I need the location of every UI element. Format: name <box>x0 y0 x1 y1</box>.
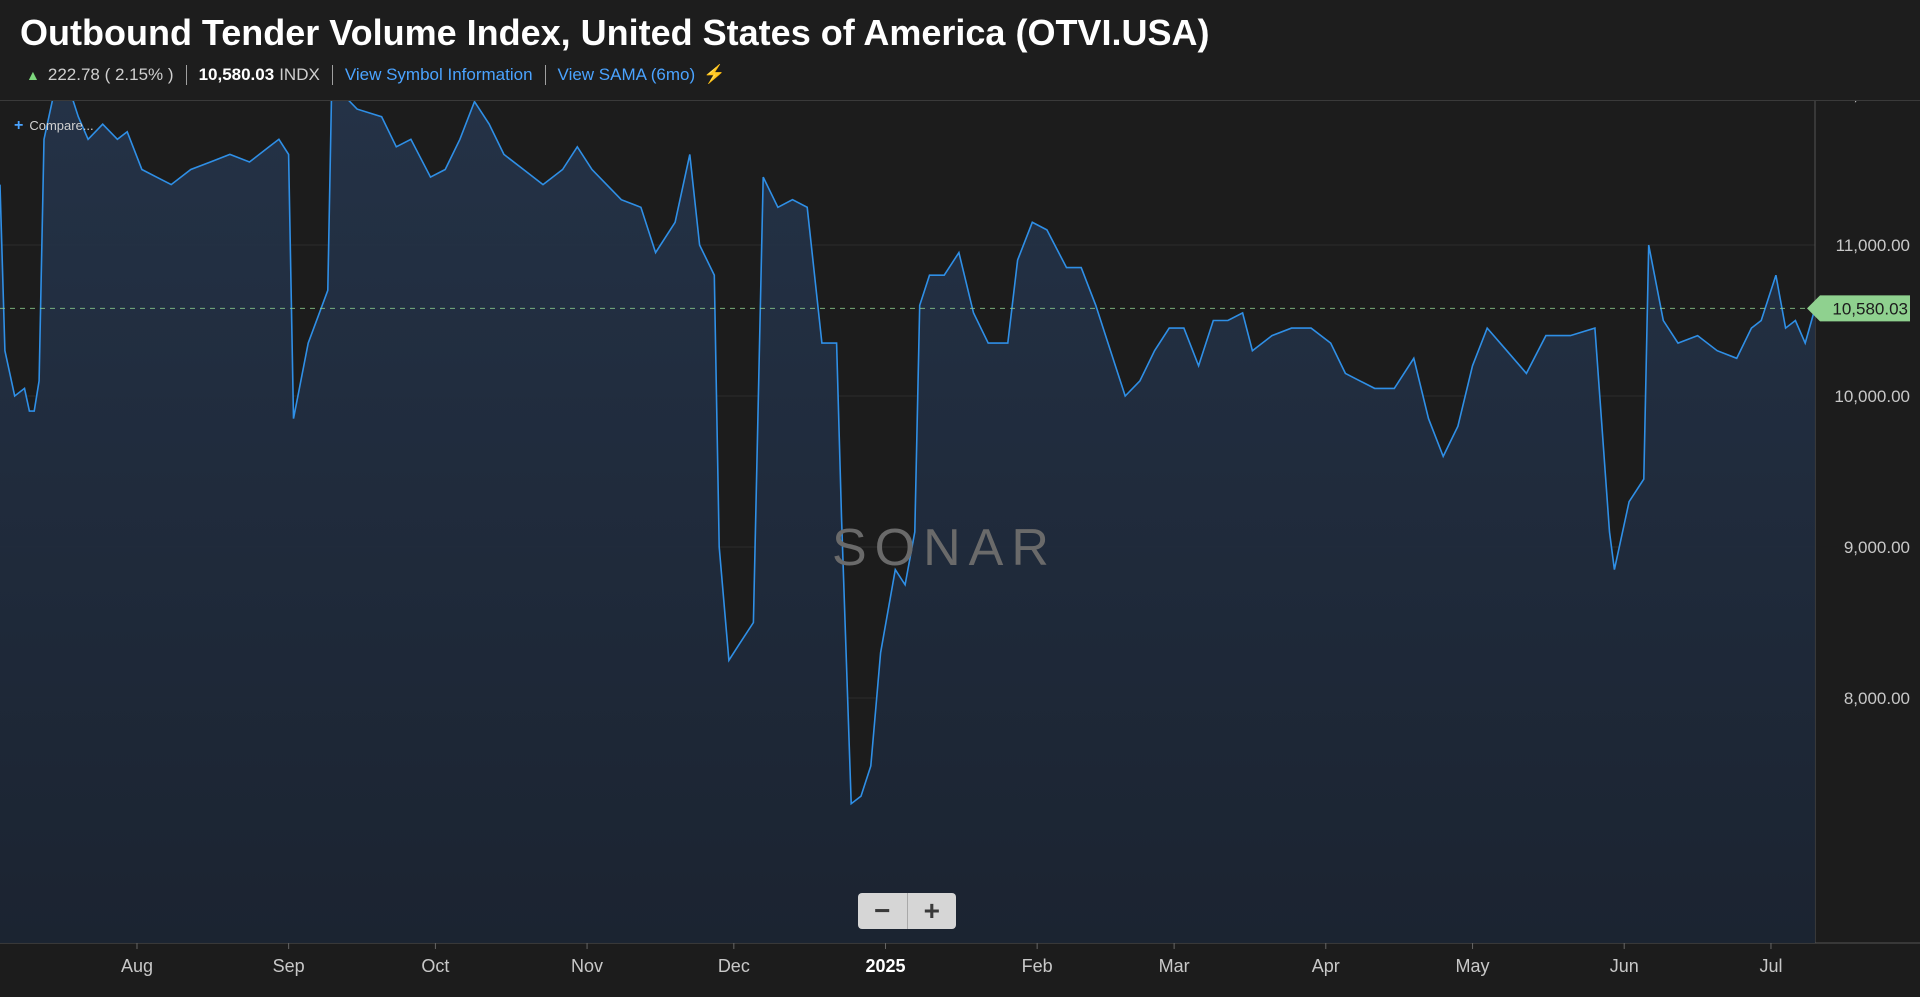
divider <box>185 64 187 85</box>
y-tick-label: 11,000.00 <box>1836 236 1910 255</box>
up-arrow-icon: ▲ <box>26 66 40 83</box>
x-tick-label: May <box>1456 956 1490 976</box>
last-value-label: 10,580.03 <box>1832 299 1908 318</box>
x-tick-label: Jun <box>1610 956 1639 976</box>
x-tick-label: Feb <box>1022 956 1053 976</box>
compare-button[interactable]: + Compare... <box>14 117 94 135</box>
y-tick-label: 10,000.00 <box>1834 387 1910 406</box>
plus-icon: + <box>14 117 24 134</box>
quote-summary: ▲ 222.78 ( 2.15% ) 10,580.03 INDX View S… <box>26 64 726 85</box>
x-tick-label: Oct <box>421 956 449 976</box>
current-value: 10,580.03 <box>198 64 275 84</box>
view-sama-link[interactable]: View SAMA (6mo) <box>557 64 696 84</box>
y-tick-label: 12,000.00 <box>1834 101 1910 104</box>
view-symbol-info-link[interactable]: View Symbol Information <box>344 64 533 84</box>
x-tick-label: Apr <box>1312 956 1340 976</box>
last-value-badge <box>1807 295 1910 322</box>
series-line <box>0 101 1816 806</box>
zoom-in-button[interactable]: + <box>923 895 940 926</box>
change-value: 222.78 ( 2.15% ) <box>47 64 174 84</box>
series-area <box>0 101 1815 943</box>
divider <box>544 64 546 85</box>
unit-label: INDX <box>279 64 320 84</box>
x-tick-label: 2025 <box>865 956 905 976</box>
y-tick-label: 8,000.00 <box>1844 689 1910 708</box>
compare-label: Compare... <box>29 118 94 133</box>
page-title: Outbound Tender Volume Index, United Sta… <box>20 12 1210 53</box>
chart-svg[interactable]: 8,000.00 9,000.00 10,000.00 11,000.00 12,000… <box>0 101 1920 997</box>
sama-icon[interactable]: ⚡ <box>703 64 726 84</box>
chart-header: Outbound Tender Volume Index, United Sta… <box>0 0 1920 101</box>
sonar-watermark: SONAR <box>832 519 1057 577</box>
x-tick-label: Aug <box>121 956 153 976</box>
zoom-out-button[interactable]: − <box>858 893 908 929</box>
x-tick-label: Jul <box>1759 956 1782 976</box>
chart-area[interactable]: 8,000.00 9,000.00 10,000.00 11,000.00 12,000… <box>0 101 1920 997</box>
x-tick-label: Nov <box>571 956 603 976</box>
y-tick-label: 9,000.00 <box>1844 538 1910 557</box>
x-tick-label: Mar <box>1159 956 1190 976</box>
zoom-controls: − + <box>858 893 956 929</box>
divider <box>331 64 333 85</box>
x-tick-label: Sep <box>273 956 305 976</box>
x-tick-label: Dec <box>718 956 750 976</box>
